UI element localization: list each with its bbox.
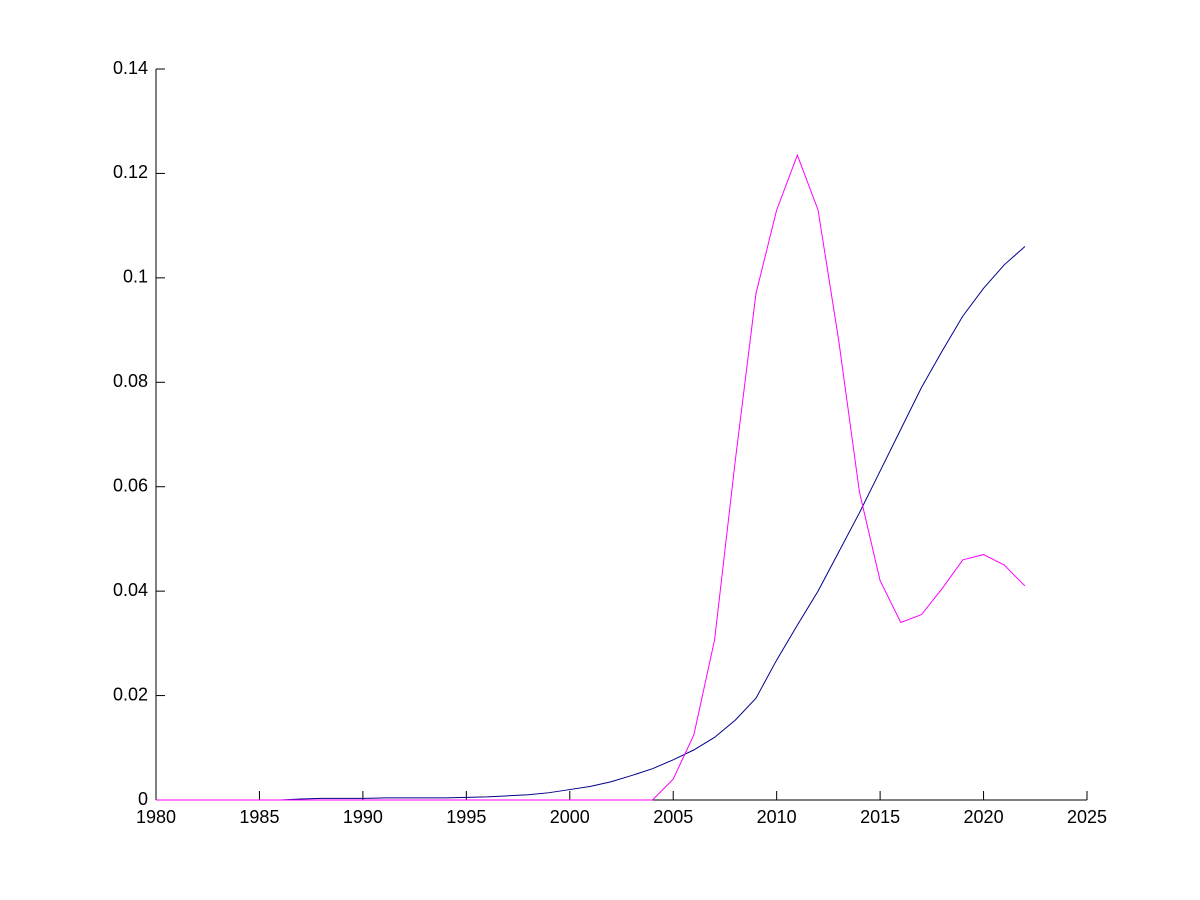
data-line (156, 153, 1026, 801)
data-line (156, 246, 1026, 801)
y-tick-label: 0.1 (123, 267, 148, 287)
y-tick-label: 0.02 (113, 684, 148, 704)
y-tick-label: 0.12 (113, 162, 148, 182)
x-tick-label: 2020 (964, 807, 1004, 827)
x-tick-label: 2025 (1067, 807, 1107, 827)
y-tick-label: 0 (138, 789, 148, 809)
y-tick-label: 0.06 (113, 475, 148, 495)
x-tick-label: 1995 (446, 807, 486, 827)
x-tick-label: 1990 (343, 807, 383, 827)
x-tick-label: 2005 (653, 807, 693, 827)
x-tick-label: 2000 (550, 807, 590, 827)
y-tick-label: 0.14 (113, 58, 148, 78)
x-tick-label: 2015 (860, 807, 900, 827)
y-tick-label: 0.08 (113, 371, 148, 391)
x-tick-label: 1985 (239, 807, 279, 827)
x-tick-label: 2010 (757, 807, 797, 827)
x-tick-label: 1980 (136, 807, 176, 827)
y-tick-label: 0.04 (113, 580, 148, 600)
